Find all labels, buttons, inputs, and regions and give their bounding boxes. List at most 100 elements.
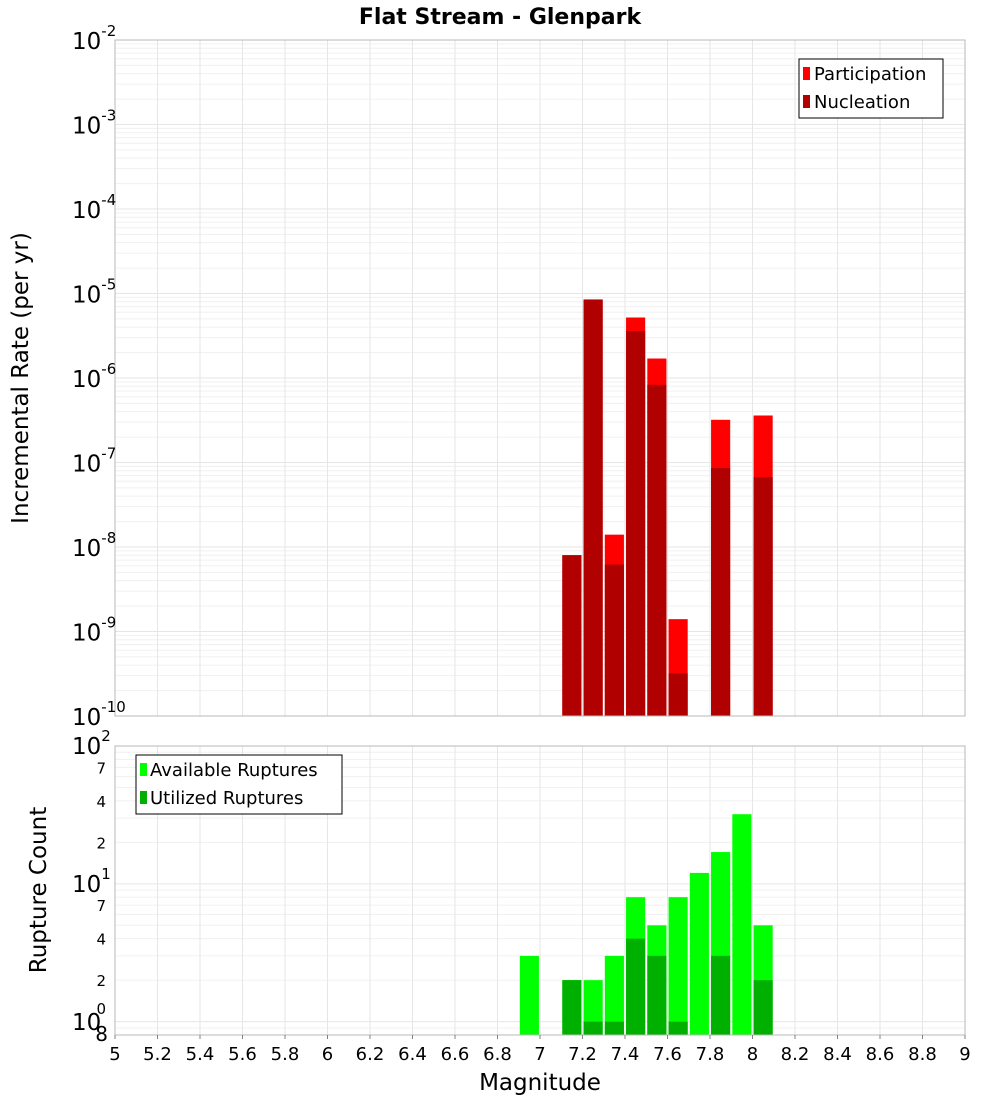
- x-tick-label: 6.8: [483, 1044, 512, 1065]
- y-tick-label: 10: [72, 1010, 101, 1036]
- y-tick-base: 10: [72, 621, 101, 647]
- y-tick-exponent: -3: [101, 107, 116, 125]
- utilized-ruptures-bar: [604, 1021, 624, 1035]
- y-tick-exponent: -6: [101, 360, 116, 378]
- nucleation-bar: [647, 384, 667, 716]
- y-tick-exponent: -8: [101, 529, 116, 547]
- chart-title: Flat Stream - Glenpark: [359, 5, 643, 30]
- bottom-legend: Available Ruptures Utilized Ruptures: [135, 754, 343, 815]
- utilized-ruptures-bar: [583, 1021, 603, 1035]
- x-tick-label: 5.2: [143, 1044, 172, 1065]
- legend-label-available: Available Ruptures: [150, 760, 318, 781]
- x-tick-label: 5.8: [271, 1044, 300, 1065]
- x-tick-label: 8.2: [781, 1044, 810, 1065]
- x-tick-label: 5.6: [228, 1044, 257, 1065]
- x-tick-label: 6.2: [356, 1044, 385, 1065]
- y-tick-exponent: -2: [101, 22, 116, 40]
- y-tick-label: 101: [72, 865, 111, 898]
- bottom-y-axis-label: Rupture Count: [26, 807, 52, 973]
- y-tick-label: 2: [96, 834, 106, 852]
- y-tick-label: 10-8: [72, 529, 116, 562]
- nucleation-bar: [626, 330, 646, 716]
- available-ruptures-bar: [519, 955, 539, 1035]
- x-tick-label: 9: [959, 1044, 970, 1065]
- x-tick-label: 5: [109, 1044, 120, 1065]
- y-tick-base: 10: [72, 29, 101, 55]
- x-tick-label: 7.4: [611, 1044, 640, 1065]
- nucleation-bar: [753, 477, 773, 716]
- y-tick-label: 102: [72, 727, 111, 760]
- y-tick-label: 10-9: [72, 614, 116, 647]
- y-tick-exponent: -5: [101, 276, 116, 294]
- x-tick-label: 8.6: [866, 1044, 895, 1065]
- top-legend: Participation Nucleation: [798, 58, 944, 119]
- y-tick-label: 10-2: [72, 22, 116, 55]
- y-tick-exponent: -7: [101, 445, 116, 463]
- top-plot-frame: [114, 39, 966, 717]
- y-tick-label: 10-10: [72, 698, 126, 731]
- x-tick-label: 6: [322, 1044, 333, 1065]
- y-tick-exponent: -9: [101, 614, 116, 632]
- nucleation-bar: [562, 555, 582, 716]
- y-tick-base: 10: [72, 705, 101, 731]
- x-tick-label: 8: [747, 1044, 758, 1065]
- x-tick-label: 7: [534, 1044, 545, 1065]
- y-tick-base: 10: [72, 536, 101, 562]
- y-tick-exponent: 2: [101, 727, 111, 745]
- x-tick-label: 5.4: [186, 1044, 215, 1065]
- legend-swatch-nucleation: [803, 95, 810, 108]
- y-tick-label: 4: [96, 793, 106, 811]
- utilized-ruptures-bar: [668, 1021, 688, 1035]
- x-axis-ticks: 5 5.2 5.4 5.6 5.8 6 6.2 6.4 6.6 6.8 7 7.2 7.4 7.6 7.8 8…: [109, 1035, 971, 1065]
- y-tick-label: 4: [96, 931, 106, 949]
- nucleation-bar: [583, 299, 603, 716]
- y-tick-base: 10: [72, 1010, 101, 1036]
- top-plot-grid: [114, 39, 966, 717]
- y-tick-label: 10-3: [72, 107, 116, 140]
- legend-label-participation: Participation: [814, 64, 926, 85]
- x-tick-label: 7.6: [653, 1044, 682, 1065]
- top-plot-bars: [562, 299, 773, 716]
- y-tick-exponent: -4: [101, 191, 116, 209]
- y-tick-base: 10: [72, 452, 101, 478]
- y-tick-base: 10: [72, 283, 101, 309]
- legend-swatch-participation: [803, 67, 810, 80]
- available-ruptures-bar: [668, 897, 688, 1035]
- legend-label-nucleation: Nucleation: [814, 92, 910, 113]
- y-tick-label: 7: [96, 897, 106, 915]
- available-ruptures-bar: [689, 872, 709, 1035]
- x-axis-label: Magnitude: [479, 1070, 601, 1096]
- bottom-plot-bars: [519, 814, 773, 1035]
- top-y-axis-ticks: 10-210-310-410-510-610-710-810-910-10: [72, 22, 126, 731]
- x-tick-label: 8.8: [908, 1044, 937, 1065]
- y-tick-exponent: -10: [101, 698, 126, 716]
- available-ruptures-bar: [604, 955, 624, 1035]
- utilized-ruptures-bar: [562, 980, 582, 1035]
- x-tick-label: 8.4: [823, 1044, 852, 1065]
- y-tick-base: 10: [72, 114, 101, 140]
- y-tick-label: 2: [96, 972, 106, 990]
- x-tick-label: 6.6: [441, 1044, 470, 1065]
- y-tick-exponent: 1: [101, 865, 111, 883]
- legend-label-utilized: Utilized Ruptures: [150, 788, 303, 809]
- nucleation-bar: [668, 673, 688, 716]
- y-tick-label: 10-6: [72, 360, 116, 393]
- x-tick-label: 7.8: [696, 1044, 725, 1065]
- utilized-ruptures-bar: [753, 980, 773, 1035]
- x-tick-label: 7.2: [568, 1044, 597, 1065]
- legend-swatch-utilized: [140, 791, 147, 804]
- y-tick-exponent: 0: [96, 1000, 106, 1018]
- y-tick-base: 10: [72, 734, 101, 760]
- available-ruptures-bar: [583, 980, 603, 1035]
- utilized-ruptures-bar: [647, 955, 667, 1035]
- y-tick-label: 10-5: [72, 276, 116, 309]
- y-tick-base: 10: [72, 872, 101, 898]
- nucleation-bar: [604, 564, 624, 716]
- top-y-axis-label: Incremental Rate (per yr): [8, 232, 34, 524]
- x-tick-label: 6.4: [398, 1044, 427, 1065]
- utilized-ruptures-bar: [626, 938, 646, 1035]
- y-tick-label: 10-4: [72, 191, 116, 224]
